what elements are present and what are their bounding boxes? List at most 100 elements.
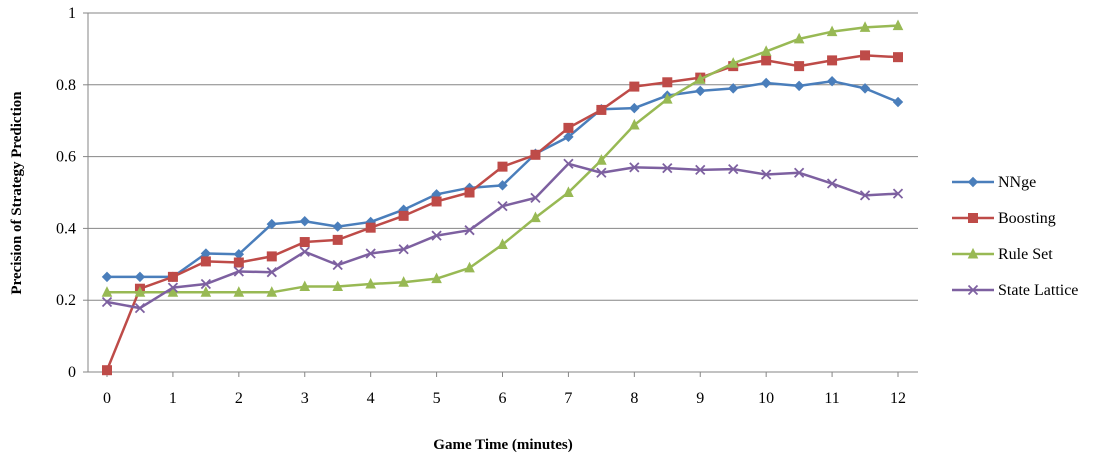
data-point — [431, 272, 442, 284]
data-point — [398, 244, 409, 255]
data-point — [431, 196, 442, 207]
legend-marker — [967, 176, 979, 188]
data-point — [497, 238, 508, 250]
data-point — [794, 61, 805, 72]
data-point — [299, 246, 310, 257]
data-point — [200, 278, 212, 290]
legend-marker — [967, 284, 979, 296]
x-tick-label: 11 — [824, 390, 839, 407]
data-point — [266, 218, 277, 230]
data-point — [629, 81, 640, 92]
x-tick-label: 7 — [564, 390, 572, 407]
data-point — [629, 102, 640, 114]
data-point — [563, 158, 574, 169]
data-point — [102, 365, 112, 376]
data-point — [662, 77, 673, 88]
x-tick-label: 4 — [367, 390, 375, 407]
data-point — [760, 77, 772, 89]
x-tick-label: 1 — [169, 390, 177, 407]
data-point — [266, 267, 277, 278]
data-point — [101, 271, 113, 283]
data-point — [727, 57, 739, 68]
data-point — [233, 286, 245, 297]
data-point — [793, 80, 805, 92]
y-tick-label: 0 — [68, 364, 76, 381]
data-point — [134, 302, 146, 314]
data-point — [365, 277, 376, 289]
x-tick-label: 9 — [696, 390, 704, 407]
y-tick-label: 0.8 — [56, 77, 76, 94]
series-line — [107, 24, 899, 294]
data-point — [497, 180, 508, 191]
data-point — [892, 188, 904, 199]
data-point — [200, 256, 211, 267]
data-point — [826, 25, 838, 37]
y-tick-label: 0.2 — [56, 292, 76, 309]
data-point — [332, 280, 344, 292]
axes: 00.20.40.60.810 1 2 3 4 5 6 7 8 9 10 11 12 — [56, 5, 918, 407]
data-point — [761, 169, 772, 180]
data-point — [431, 230, 442, 241]
data-point — [892, 19, 904, 31]
data-point — [695, 85, 706, 97]
data-point — [398, 276, 409, 287]
series-state-lattice — [101, 158, 904, 314]
data-point — [134, 271, 146, 283]
legend-item: NNge — [952, 174, 1036, 191]
series-line — [105, 54, 899, 371]
data-point — [134, 286, 146, 297]
x-tick-label: 8 — [630, 390, 638, 407]
data-point — [563, 131, 574, 143]
data-point — [859, 190, 871, 201]
legend-label: NNge — [998, 174, 1036, 191]
x-tick-label: 6 — [499, 390, 507, 407]
data-point — [563, 186, 574, 197]
data-point — [596, 104, 607, 115]
data-point — [530, 149, 541, 160]
legend-marker — [967, 247, 979, 259]
x-tick-label: 5 — [433, 390, 441, 407]
data-point — [859, 83, 871, 94]
data-point — [101, 296, 113, 308]
data-point — [859, 21, 871, 32]
data-point — [694, 73, 706, 84]
series-rule-set — [101, 19, 904, 297]
data-point — [233, 266, 244, 277]
series-boosting — [102, 50, 903, 376]
x-tick-label: 2 — [235, 390, 243, 407]
data-point — [760, 45, 772, 56]
data-point — [497, 201, 508, 212]
data-point — [332, 259, 343, 271]
data-point — [398, 210, 409, 221]
data-point — [793, 167, 805, 178]
data-series — [101, 19, 904, 376]
data-point — [266, 286, 278, 297]
legend-label: Boosting — [998, 210, 1056, 227]
x-tick-label: 12 — [890, 390, 906, 407]
x-tick-label: 3 — [301, 390, 309, 407]
data-point — [892, 96, 904, 108]
legend-label: State Lattice — [998, 282, 1078, 299]
data-point — [826, 76, 838, 87]
gridlines — [88, 12, 918, 301]
data-point — [893, 52, 903, 63]
legend-item: Rule Set — [952, 246, 1053, 263]
y-tick-label: 0.6 — [56, 149, 76, 166]
data-point — [266, 251, 277, 262]
data-point — [464, 261, 475, 273]
data-point — [728, 83, 739, 94]
data-point — [826, 178, 838, 189]
data-point — [101, 286, 113, 297]
data-point — [167, 282, 179, 293]
data-point — [332, 234, 343, 245]
x-tick-label: 10 — [758, 390, 774, 407]
data-point — [761, 55, 772, 66]
data-point — [728, 164, 739, 175]
data-point — [365, 248, 376, 259]
data-point — [365, 222, 376, 233]
data-point — [827, 55, 838, 66]
legend-label: Rule Set — [998, 246, 1053, 263]
data-point — [299, 280, 311, 292]
data-point — [332, 221, 343, 232]
